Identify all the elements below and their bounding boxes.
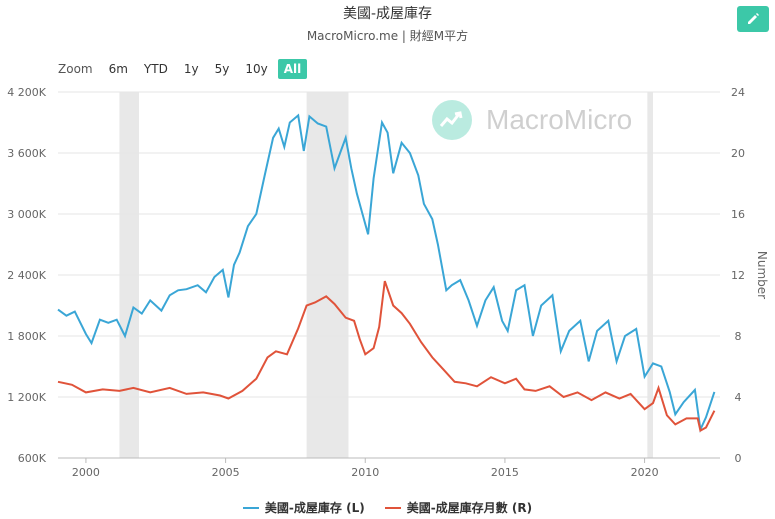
zoom-bar: Zoom 6m YTD 1y 5y 10y All (58, 59, 311, 79)
legend-label-inventory: 美國-成屋庫存 (L) (264, 501, 365, 515)
legend: 美國-成屋庫存 (L) 美國-成屋庫存月數 (R) (0, 499, 775, 516)
legend-swatch-inventory (242, 506, 259, 509)
legend-item-months[interactable]: 美國-成屋庫存月數 (R) (384, 499, 533, 516)
x-tick-label: 2015 (491, 466, 519, 479)
right-tick-label: 24 (731, 86, 745, 99)
series-line-inventory (57, 113, 716, 434)
x-tick-label: 2020 (631, 466, 659, 479)
x-tick-label: 2005 (212, 466, 240, 479)
right-tick-label: 8 (735, 330, 742, 343)
right-tick-label: 20 (731, 147, 745, 160)
chart-subtitle: MacroMicro.me | 財經M平方 (306, 29, 469, 43)
pencil-icon (748, 13, 759, 24)
x-tick-label: 2010 (351, 466, 379, 479)
zoom-ytd-button[interactable]: YTD (143, 62, 168, 76)
zoom-5y-button[interactable]: 5y (214, 62, 230, 76)
right-tick-label: 4 (735, 391, 742, 404)
chart-title: 美國-成屋庫存 (342, 6, 433, 22)
x-tick-label: 2000 (72, 466, 100, 479)
right-tick-label: 12 (731, 269, 745, 282)
right-axis-title: Number (755, 251, 769, 299)
right-tick-label: 0 (735, 452, 742, 465)
watermark: MacroMicro (432, 100, 632, 140)
axes: 600K 1 200K 1 800K 2 400K 3 000K 3 600K 4 200K… (7, 86, 745, 479)
zoom-label: Zoom (58, 62, 93, 76)
zoom-1y-button[interactable]: 1y (183, 62, 199, 76)
left-tick-label: 3 600K (7, 147, 46, 160)
left-tick-label: 600K (18, 452, 47, 465)
watermark-text: MacroMicro (486, 104, 633, 135)
left-tick-label: 4 200K (7, 86, 46, 99)
legend-item-inventory[interactable]: 美國-成屋庫存 (L) (242, 499, 365, 516)
left-tick-label: 1 800K (7, 330, 46, 343)
legend-swatch-months (384, 506, 401, 509)
zoom-6m-button[interactable]: 6m (108, 62, 128, 76)
left-tick-label: 3 000K (7, 208, 46, 221)
series-line-months (57, 280, 716, 433)
legend-label-months: 美國-成屋庫存月數 (R) (406, 501, 533, 515)
edit-button[interactable] (737, 6, 769, 32)
zoom-all-button[interactable]: All (277, 59, 308, 79)
right-tick-label: 16 (731, 208, 745, 221)
chart-logo-icon (432, 100, 472, 140)
left-tick-label: 1 200K (7, 391, 46, 404)
zoom-10y-button[interactable]: 10y (245, 62, 268, 76)
left-tick-label: 2 400K (7, 269, 46, 282)
